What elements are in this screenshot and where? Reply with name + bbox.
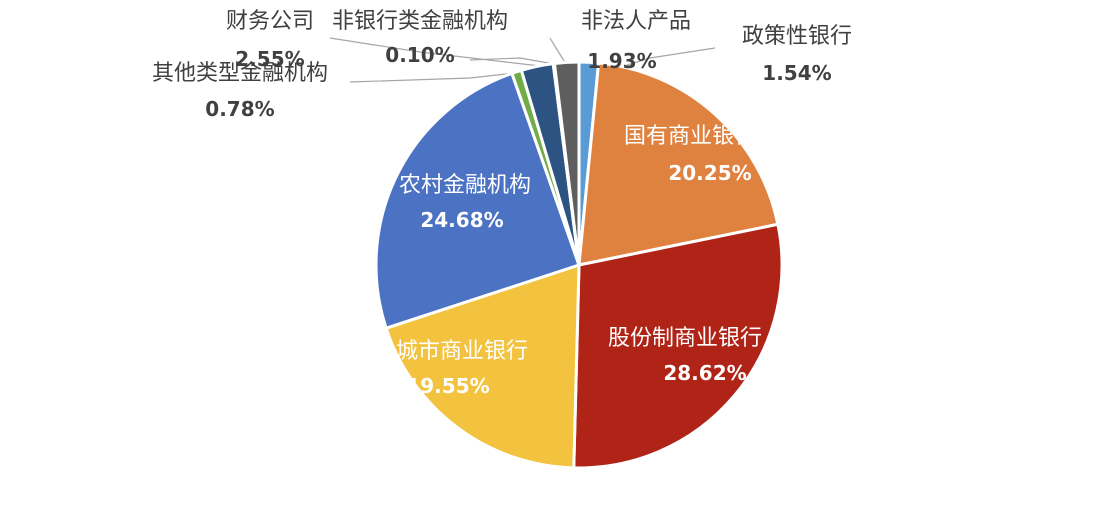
pie-slice (374, 71, 581, 331)
pie-slice (572, 222, 784, 470)
slice-percent-label: 2.55% (235, 47, 304, 71)
slice-percent-label: 24.68% (420, 208, 503, 232)
pie-slices (374, 60, 784, 470)
leader-line (469, 57, 555, 65)
slice-percent-label: 1.54% (762, 61, 831, 85)
pie-slice (384, 262, 581, 470)
slice-name-label: 政策性银行 (742, 24, 852, 49)
slice-percent-label: 1.93% (587, 49, 656, 73)
slice-percent-label: 19.55% (406, 374, 489, 398)
slice-name-label: 国有商业银行 (624, 124, 756, 149)
slice-percent-label: 20.25% (668, 161, 751, 185)
slice-name-label: 股份制商业银行 (608, 326, 762, 351)
pie-slice (552, 60, 581, 266)
leader-line (549, 37, 567, 65)
pie-slice (577, 61, 780, 267)
leader-line (329, 37, 541, 67)
slice-percent-label: 0.10% (385, 43, 454, 67)
leader-lines (329, 37, 716, 83)
slice-name-label: 其他类型金融机构 (152, 61, 328, 86)
slice-name-label: 农村金融机构 (399, 173, 531, 198)
slice-name-label: 财务公司 (226, 9, 314, 34)
slice-name-label: 城市商业银行 (396, 339, 528, 364)
slice-percent-label: 0.78% (205, 97, 274, 121)
slice-name-label: 非银行类金融机构 (332, 9, 508, 34)
slice-percent-label: 28.62% (663, 361, 746, 385)
leader-line (349, 71, 524, 83)
slice-name-label: 非法人产品 (581, 9, 691, 34)
slice-labels: 政策性银行 1.54% 国有商业银行 20.25% 股份制商业银行 28.62% 城市商业银… (152, 9, 852, 398)
